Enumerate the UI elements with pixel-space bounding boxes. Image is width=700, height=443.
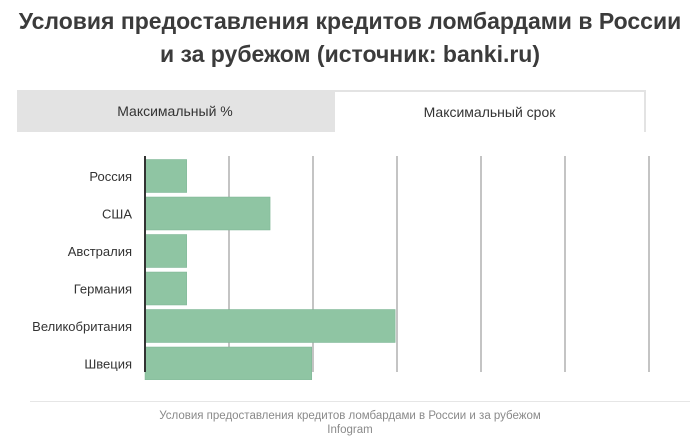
tab-max-percent[interactable]: Максимальный % [117, 103, 233, 119]
bar-0[interactable] [144, 159, 187, 193]
footer: Условия предоставления кредитов ломбарда… [0, 409, 700, 437]
chart-title-line-1: Условия предоставления кредитов ломбарда… [18, 8, 682, 34]
category-label: Швеция [84, 357, 132, 372]
footer-divider [30, 401, 690, 402]
category-label: Австралия [68, 244, 132, 259]
chart-title-line-2: и за рубежом (источник: banki.ru) [159, 41, 541, 67]
category-label: Великобритания [32, 319, 132, 334]
bar-chart: Россия США Австралия Германия Великобритания… [32, 156, 650, 380]
tab-bar: Максимальный % Максимальный срок [17, 90, 646, 132]
bar-1[interactable] [144, 196, 271, 231]
bar-3[interactable] [144, 271, 187, 306]
footer-caption: Условия предоставления кредитов ломбарда… [159, 410, 541, 422]
category-label: Германия [74, 282, 132, 297]
bar-2[interactable] [144, 234, 187, 268]
category-label: Россия [89, 169, 132, 184]
tab-max-term[interactable]: Максимальный срок [335, 92, 644, 132]
footer-source: Infogram [327, 424, 373, 436]
chart-title: Условия предоставления кредитов ломбарда… [0, 5, 700, 71]
bar-4[interactable] [144, 309, 396, 343]
category-label: США [102, 207, 132, 222]
bar-5[interactable] [144, 346, 313, 380]
